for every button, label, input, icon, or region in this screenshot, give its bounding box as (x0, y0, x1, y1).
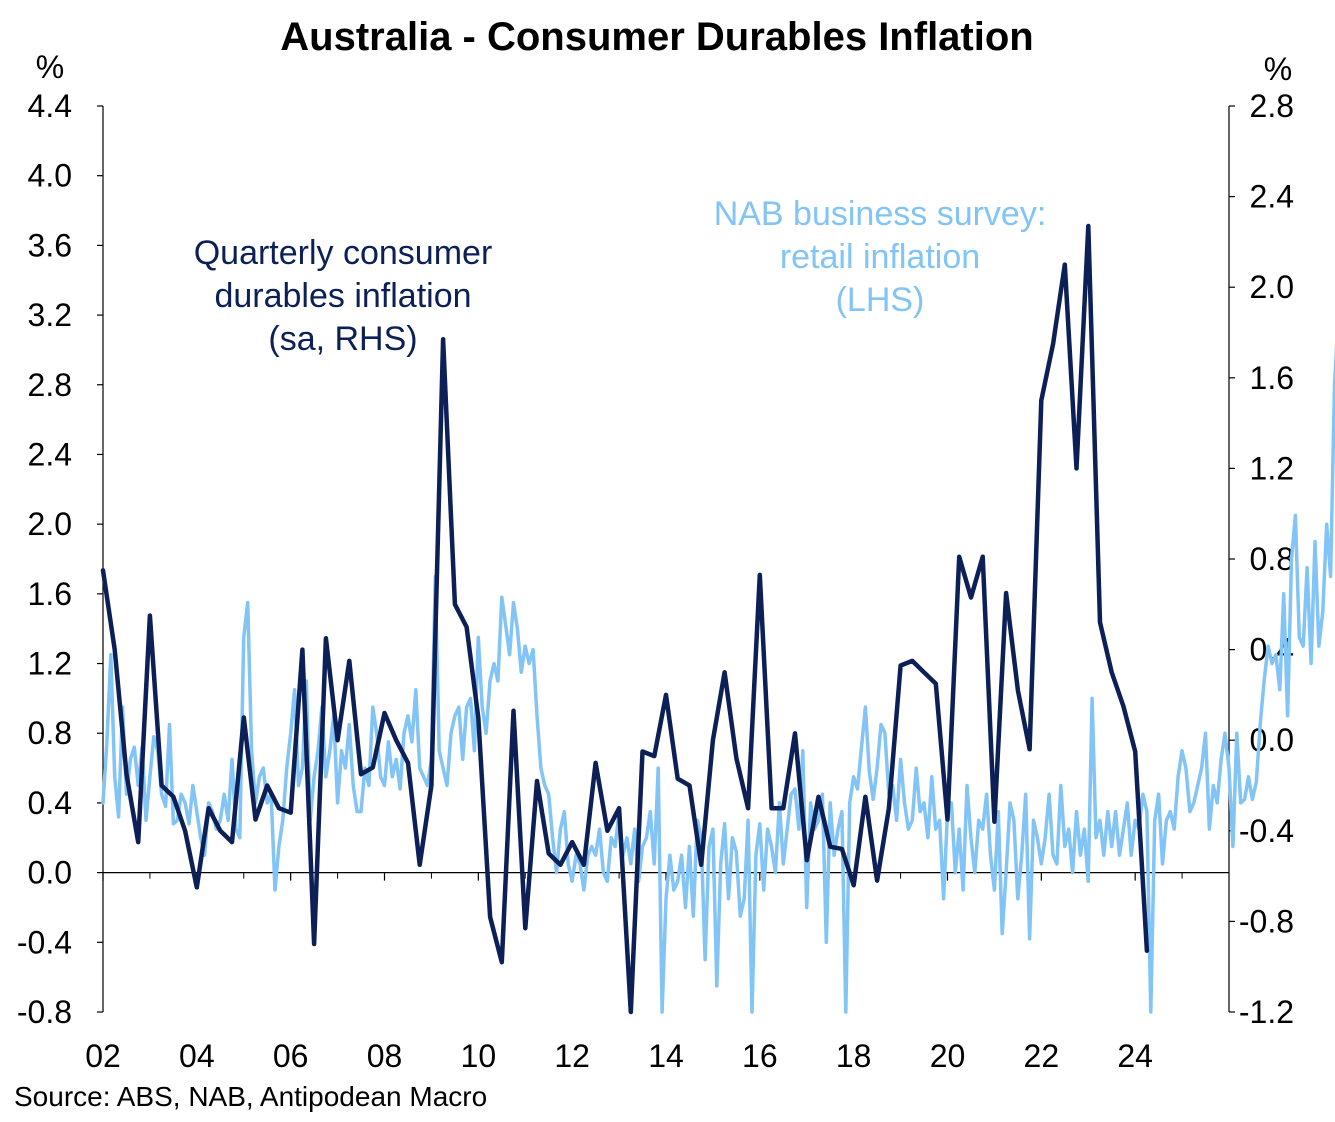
right-axis-unit: % (1264, 51, 1292, 87)
left-axis-unit: % (36, 49, 64, 85)
right-tick-label: -1.2 (1239, 994, 1294, 1030)
left-tick-label: 0.4 (28, 785, 72, 821)
x-tick-label: 24 (1117, 1038, 1153, 1074)
x-tick-label: 16 (742, 1038, 778, 1074)
right-tick-label: 1.2 (1250, 450, 1294, 486)
x-tick-label: 08 (367, 1038, 403, 1074)
annotation-quarterly-line-1: Quarterly consumer (194, 234, 493, 272)
annotation-nab: NAB business survey: retail inflation (L… (714, 195, 1047, 319)
left-tick-label: 3.6 (28, 227, 72, 263)
right-tick-label: 0.0 (1250, 722, 1294, 758)
source-note: Source: ABS, NAB, Antipodean Macro (14, 1081, 487, 1112)
right-tick-label: 2.0 (1250, 269, 1294, 305)
right-tick-label: 2.8 (1250, 88, 1294, 124)
x-tick-label: 06 (273, 1038, 309, 1074)
right-tick-label: 2.4 (1250, 179, 1294, 215)
left-tick-label: -0.4 (17, 924, 72, 960)
x-tick-label: 02 (85, 1038, 121, 1074)
right-tick-label: -0.4 (1239, 813, 1294, 849)
x-tick-label: 20 (930, 1038, 966, 1074)
left-tick-label: 0.0 (28, 855, 72, 891)
x-tick-label: 14 (648, 1038, 684, 1074)
left-tick-label: 1.2 (28, 646, 72, 682)
x-tick-label: 04 (179, 1038, 215, 1074)
annotation-nab-line-1: NAB business survey: (714, 195, 1047, 233)
left-tick-label: 2.8 (28, 367, 72, 403)
right-tick-label: 0.8 (1250, 541, 1294, 577)
plot-area (100, 106, 1335, 1015)
right-axis: 2.82.42.01.61.20.80.40.0-0.4-0.8-1.2 (1229, 88, 1294, 1030)
x-axis: 02 04 06 08 10 12 14 16 18 20 22 24 (85, 872, 1183, 1074)
annotation-quarterly: Quarterly consumer durables inflation (s… (194, 234, 493, 358)
annotation-quarterly-line-3: (sa, RHS) (268, 320, 417, 358)
annotation-nab-line-3: (LHS) (836, 281, 925, 319)
annotation-quarterly-line-2: durables inflation (214, 277, 471, 315)
left-tick-label: 2.0 (28, 506, 72, 542)
right-tick-label: 1.6 (1250, 360, 1294, 396)
left-tick-label: 0.8 (28, 715, 72, 751)
right-tick-label: -0.8 (1239, 903, 1294, 939)
left-tick-label: 4.0 (28, 158, 72, 194)
left-tick-label: -0.8 (17, 994, 72, 1030)
x-tick-label: 22 (1024, 1038, 1060, 1074)
chart-title: Australia - Consumer Durables Inflation (280, 15, 1033, 59)
series-line-nab-retail-inflation (101, 344, 1335, 1014)
left-tick-label: 2.4 (28, 436, 72, 472)
left-tick-label: 4.4 (28, 88, 72, 124)
left-tick-label: 3.2 (28, 297, 72, 333)
left-tick-label: 1.6 (28, 576, 72, 612)
left-axis: 4.4 4.0 3.6 3.2 2.8 2.4 2.0 1.6 1.2 0.8 0.4 0.0 -0.4… (17, 88, 103, 1030)
series-line-quarterly-durables-inflation (100, 223, 1150, 1015)
x-tick-label: 18 (836, 1038, 872, 1074)
annotation-nab-line-2: retail inflation (780, 238, 980, 276)
x-tick-label: 10 (461, 1038, 497, 1074)
x-tick-label: 12 (554, 1038, 590, 1074)
